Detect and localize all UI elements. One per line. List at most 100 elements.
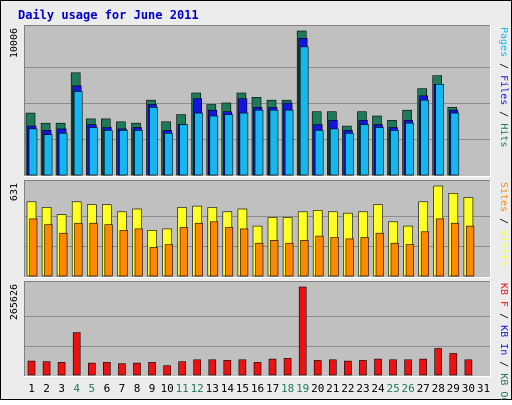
bar-sites-day-20 bbox=[315, 235, 324, 277]
y-max-label: 631 bbox=[9, 183, 20, 201]
legend-entry: KB Out bbox=[498, 373, 509, 400]
bar-kb-f-day-6 bbox=[103, 362, 111, 376]
bar-pages-day-15 bbox=[239, 112, 249, 176]
bar-sites-day-25 bbox=[390, 242, 399, 277]
bar-kb-f-day-20 bbox=[313, 360, 322, 376]
bar-kb-f-day-29 bbox=[449, 353, 458, 376]
legend-separator: / bbox=[498, 105, 509, 123]
legend-separator: / bbox=[498, 307, 509, 325]
bar-kb-f-day-7 bbox=[118, 363, 126, 376]
bar-sites-day-23 bbox=[360, 237, 369, 277]
bar-sites-day-27 bbox=[420, 231, 430, 277]
bar-pages-day-26 bbox=[405, 122, 414, 176]
bar-pages-day-18 bbox=[284, 109, 294, 176]
x-label-day-1: 1 bbox=[28, 382, 35, 395]
plot-area-bottom bbox=[24, 281, 491, 377]
bar-pages-day-25 bbox=[390, 130, 399, 176]
bar-pages-day-20 bbox=[314, 130, 324, 176]
bar-kb-f-day-27 bbox=[419, 358, 428, 376]
x-label-day-14: 14 bbox=[221, 382, 235, 395]
x-label-day-30: 30 bbox=[462, 382, 475, 395]
bar-pages-day-4 bbox=[73, 91, 83, 176]
x-label-day-10: 10 bbox=[160, 382, 173, 395]
panel-top: 10006 Pages / Files / Hits bbox=[9, 25, 509, 177]
bar-sites-day-17 bbox=[270, 240, 279, 277]
bar-pages-day-19 bbox=[299, 46, 309, 176]
bar-kb-f-day-3 bbox=[57, 362, 66, 376]
bar-pages-day-17 bbox=[269, 109, 279, 176]
bar-sites-day-28 bbox=[435, 218, 445, 277]
x-label-day-24: 24 bbox=[371, 382, 385, 395]
bar-sites-day-6 bbox=[104, 224, 113, 277]
legend-entry: KB In bbox=[498, 325, 509, 355]
chart-title: Daily usage for June 2011 bbox=[18, 8, 199, 22]
x-label-day-12: 12 bbox=[191, 382, 204, 395]
legend-entry: KB F bbox=[498, 283, 509, 307]
bar-pages-day-29 bbox=[450, 112, 460, 176]
x-label-day-25: 25 bbox=[386, 382, 399, 395]
bar-kb-f-day-30 bbox=[464, 359, 473, 376]
panel-middle: 631 Sites / Visits bbox=[9, 180, 509, 278]
x-label-day-5: 5 bbox=[88, 382, 95, 395]
bar-kb-f-day-8 bbox=[133, 362, 141, 376]
x-label-day-19: 19 bbox=[296, 382, 309, 395]
y-max-label: 10006 bbox=[9, 28, 20, 58]
bar-sites-day-29 bbox=[450, 222, 460, 277]
bar-pages-day-10 bbox=[164, 133, 173, 176]
bar-sites-day-11 bbox=[179, 227, 188, 277]
bar-pages-day-14 bbox=[224, 114, 234, 176]
bar-sites-day-3 bbox=[59, 232, 68, 277]
bar-kb-f-day-17 bbox=[268, 358, 277, 376]
bar-kb-f-day-21 bbox=[328, 359, 337, 376]
bar-kb-f-day-19 bbox=[298, 286, 307, 376]
bar-pages-day-21 bbox=[329, 128, 339, 176]
x-label-day-7: 7 bbox=[119, 382, 126, 395]
y-max-label: 265626 bbox=[9, 284, 20, 320]
panel-bottom: 265626 KB F / KB In / KB Out bbox=[9, 281, 509, 405]
bar-sites-day-7 bbox=[119, 230, 128, 277]
legend-bottom: KB F / KB In / KB Out bbox=[498, 283, 509, 400]
x-label-day-15: 15 bbox=[236, 382, 249, 395]
legend-entry: Sites bbox=[498, 182, 509, 212]
bar-sites-day-24 bbox=[375, 232, 384, 277]
bar-sites-day-14 bbox=[225, 227, 234, 277]
x-label-day-13: 13 bbox=[206, 382, 219, 395]
bar-kb-f-day-15 bbox=[238, 359, 247, 376]
bar-pages-day-12 bbox=[194, 112, 203, 176]
x-label-day-17: 17 bbox=[266, 382, 279, 395]
bar-pages-day-23 bbox=[360, 124, 369, 176]
bar-kb-f-day-2 bbox=[42, 361, 51, 376]
bar-sites-day-5 bbox=[89, 222, 98, 277]
bar-kb-f-day-14 bbox=[223, 360, 232, 376]
x-label-day-27: 27 bbox=[417, 382, 430, 395]
bar-sites-day-9 bbox=[149, 247, 158, 277]
legend-entry: Pages bbox=[498, 27, 509, 57]
x-label-day-9: 9 bbox=[149, 382, 156, 395]
bar-pages-day-5 bbox=[89, 127, 98, 176]
bar-sites-day-22 bbox=[345, 238, 354, 277]
x-label-day-3: 3 bbox=[58, 382, 65, 395]
bar-pages-day-11 bbox=[179, 124, 188, 176]
bar-pages-day-13 bbox=[209, 115, 219, 176]
bar-sites-day-13 bbox=[210, 221, 219, 277]
x-label-day-8: 8 bbox=[134, 382, 141, 395]
bar-pages-day-6 bbox=[104, 130, 113, 176]
bar-sites-day-19 bbox=[300, 240, 309, 277]
bar-pages-day-1 bbox=[28, 128, 38, 176]
bar-pages-day-2 bbox=[43, 134, 53, 176]
bar-kb-f-day-16 bbox=[253, 362, 262, 376]
bar-sites-day-18 bbox=[285, 242, 294, 277]
bar-sites-day-1 bbox=[29, 218, 38, 277]
bar-pages-day-16 bbox=[254, 109, 264, 176]
legend-middle: Sites / Visits bbox=[498, 182, 509, 266]
bar-kb-f-day-1 bbox=[27, 360, 36, 376]
bar-kb-f-day-5 bbox=[88, 362, 96, 376]
bar-pages-day-7 bbox=[119, 130, 128, 176]
bar-sites-day-2 bbox=[44, 224, 53, 277]
bar-sites-day-16 bbox=[255, 242, 264, 277]
bar-pages-day-27 bbox=[420, 99, 430, 176]
bar-kb-f-day-25 bbox=[389, 359, 397, 376]
x-label-day-18: 18 bbox=[281, 382, 294, 395]
